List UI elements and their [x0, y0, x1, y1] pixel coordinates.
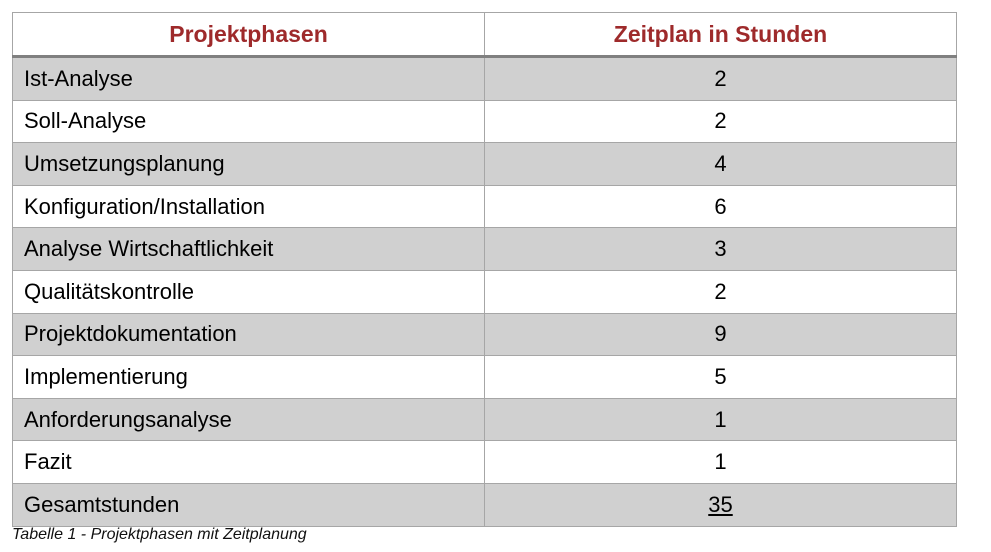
hours-cell: 2: [484, 99, 957, 144]
table-row: Konfiguration/Installation 6: [12, 184, 957, 229]
schedule-table-container: Projektphasen Zeitplan in Stunden Ist-An…: [12, 12, 957, 527]
table-row: Fazit 1: [12, 440, 957, 484]
phase-cell: Projektdokumentation: [12, 312, 485, 357]
phase-cell: Ist-Analyse: [12, 56, 485, 101]
phase-cell: Umsetzungsplanung: [12, 142, 485, 186]
table-row: Projektdokumentation 9: [12, 312, 957, 357]
phase-cell: Implementierung: [12, 355, 485, 399]
total-hours-value: 35: [708, 491, 733, 517]
table-caption: Tabelle 1 - Projektphasen mit Zeitplanun…: [12, 526, 307, 543]
table-row: Qualitätskontrolle 2: [12, 269, 957, 314]
hours-cell: 5: [484, 355, 957, 399]
hours-cell: 1: [484, 440, 957, 484]
project-schedule-table: Projektphasen Zeitplan in Stunden Ist-An…: [12, 12, 957, 527]
hours-cell: 9: [484, 312, 957, 357]
total-hours-cell: 35: [484, 482, 957, 527]
phase-cell: Soll-Analyse: [12, 99, 485, 144]
hours-cell: 3: [484, 227, 957, 271]
phase-cell: Analyse Wirtschaftlichkeit: [12, 227, 485, 271]
phase-cell: Qualitätskontrolle: [12, 269, 485, 314]
table-row: Soll-Analyse 2: [12, 99, 957, 144]
header-schedule-hours: Zeitplan in Stunden: [484, 12, 957, 58]
total-label-cell: Gesamtstunden: [12, 482, 485, 527]
table-row: Ist-Analyse 2: [12, 56, 957, 101]
phase-cell: Fazit: [12, 440, 485, 484]
hours-cell: 4: [484, 142, 957, 186]
phase-cell: Anforderungsanalyse: [12, 397, 485, 442]
table-row: Umsetzungsplanung 4: [12, 142, 957, 186]
table-header-row: Projektphasen Zeitplan in Stunden: [12, 12, 957, 58]
hours-cell: 2: [484, 269, 957, 314]
hours-cell: 1: [484, 397, 957, 442]
table-row: Implementierung 5: [12, 355, 957, 399]
total-row: Gesamtstunden 35: [12, 482, 957, 527]
table-row: Anforderungsanalyse 1: [12, 397, 957, 442]
hours-cell: 6: [484, 184, 957, 229]
header-project-phases: Projektphasen: [12, 12, 485, 58]
phase-cell: Konfiguration/Installation: [12, 184, 485, 229]
table-row: Analyse Wirtschaftlichkeit 3: [12, 227, 957, 271]
hours-cell: 2: [484, 56, 957, 101]
